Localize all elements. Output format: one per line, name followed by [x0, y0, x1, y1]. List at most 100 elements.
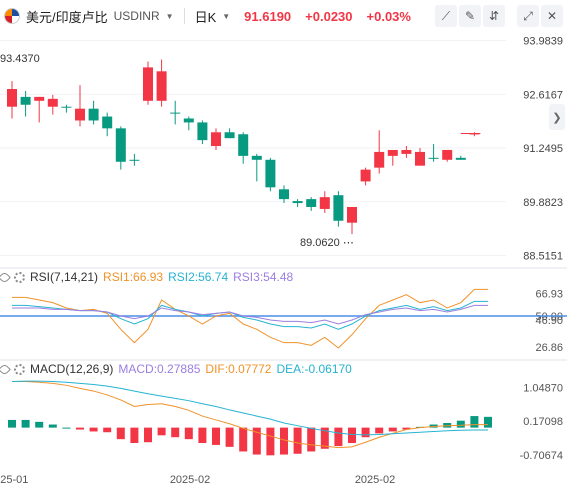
macd-histogram-bar — [171, 427, 180, 438]
macd-histogram-bar — [103, 427, 112, 433]
candle-body — [251, 155, 262, 160]
price-axis-label: 88.5151 — [523, 251, 563, 263]
macd-histogram-bar — [470, 416, 479, 428]
price-axis-label: 93.9839 — [523, 35, 563, 47]
candle-body — [197, 122, 208, 141]
collapse-arrow-icon[interactable]: ❯ — [549, 104, 565, 130]
macd-histogram-bar — [307, 427, 316, 452]
macd-histogram-bar — [198, 427, 207, 443]
macd-axis-label: -0.70674 — [520, 450, 563, 462]
time-axis-label: 2025-01 — [0, 474, 28, 486]
macd-histogram-bar — [252, 427, 261, 455]
rsi-axis-label: 66.93 — [535, 288, 563, 300]
macd-line-dea — [11, 380, 488, 436]
dif-value: DIF:0.07772 — [205, 362, 272, 376]
candle-body — [61, 106, 72, 108]
macd-histogram-bar — [361, 427, 370, 438]
macd-histogram-bar — [484, 416, 492, 428]
eye-icon[interactable] — [0, 362, 11, 376]
macd-histogram-bar — [76, 427, 84, 430]
currency-flag-icon — [4, 8, 20, 24]
macd-histogram-bar — [320, 427, 329, 449]
macd-histogram-bar — [402, 427, 411, 430]
candle-body — [401, 149, 412, 154]
chevron-down-icon[interactable]: ▼ — [165, 11, 174, 21]
macd-histogram-bar — [266, 427, 275, 456]
price-axis-label: 89.8823 — [523, 197, 563, 209]
chart-canvas[interactable]: 93.9839 92.6167 91.2495 89.8823 88.5151 93.43… — [0, 32, 567, 491]
macd-histogram-bar — [130, 427, 139, 443]
period-selector[interactable]: 日K — [194, 9, 217, 25]
macd-axis-label: 0.17098 — [523, 416, 563, 428]
candle-body — [319, 197, 330, 209]
last-price: 91.6190 — [244, 8, 292, 24]
price-axis-label: 92.6167 — [523, 89, 563, 101]
price-axis-label: 91.2495 — [523, 143, 563, 155]
price-change-percent: +0.03% — [366, 8, 411, 24]
macd-histogram-bar — [89, 427, 98, 432]
rsi2-value: RSI2:56.74 — [168, 270, 229, 284]
candle-body — [360, 169, 371, 182]
close-icon[interactable]: ✕ — [541, 5, 563, 27]
macd-histogram-bar — [144, 427, 152, 443]
fullscreen-icon[interactable]: ⤢ — [517, 5, 539, 27]
chevron-down-icon[interactable]: ▼ — [222, 11, 231, 21]
candle-body — [20, 96, 31, 105]
rsi-line-rsi3 — [12, 304, 488, 325]
symbol-selector[interactable]: USDINR — [113, 9, 160, 23]
time-axis-label: 2025-02 — [170, 474, 210, 486]
macd-value: MACD:0.27885 — [118, 362, 201, 376]
candle-body — [306, 199, 317, 207]
chart-toolbar: 美元/印度卢比 USDINR ▼ 日K ▼ 91.6190 +0.0230 +0… — [0, 0, 567, 32]
macd-histogram-bar — [212, 427, 220, 445]
candle-body — [387, 149, 398, 156]
edit-icon[interactable]: ✎ — [459, 5, 481, 27]
candle-body — [115, 128, 126, 162]
candle-body — [442, 149, 453, 160]
macd-histogram-bar — [184, 427, 193, 440]
macd-histogram-bar — [280, 427, 288, 455]
high-annotation: 93.4370 — [0, 53, 40, 65]
macd-label: MACD(12,26,9) — [30, 362, 114, 376]
candle-body — [102, 116, 113, 129]
gear-icon[interactable] — [14, 363, 25, 375]
candle-body — [143, 67, 153, 101]
line-style-icon[interactable]: ⟋ — [435, 5, 457, 27]
rsi-axis-label: 50.00 — [535, 311, 563, 323]
candle-body — [211, 132, 221, 147]
gear-icon[interactable] — [14, 271, 25, 283]
macd-line-dif — [12, 380, 488, 449]
candle-body — [455, 157, 466, 160]
candle-body — [47, 98, 58, 107]
macd-histogram-bar — [62, 427, 71, 429]
macd-histogram-bar — [157, 427, 166, 436]
macd-axis-label: 1.04870 — [523, 382, 563, 394]
macd-histogram-bar — [239, 427, 248, 452]
macd-histogram-bar — [116, 427, 125, 440]
rsi3-value: RSI3:54.48 — [233, 270, 294, 284]
macd-header: MACD(12,26,9) MACD:0.27885 DIF:0.07772 D… — [0, 362, 352, 376]
candle-body — [238, 134, 249, 156]
candle-body — [428, 157, 439, 159]
pair-name: 美元/印度卢比 — [26, 9, 108, 25]
candle-body — [265, 159, 276, 188]
rsi-line-rsi1 — [12, 288, 488, 349]
price-change: +0.0230 — [305, 8, 353, 24]
low-annotation: 89.0620 ⋯ — [300, 237, 354, 249]
candle-body — [183, 118, 194, 123]
candle-body — [129, 159, 140, 161]
macd-histogram-bar — [293, 427, 302, 454]
candle-body — [34, 96, 45, 101]
candle-body — [7, 89, 17, 107]
macd-histogram-bar — [334, 427, 343, 447]
macd-histogram-bar — [35, 421, 44, 428]
rsi-header: RSI(7,14,21) RSI1:66.93 RSI2:56.74 RSI3:… — [0, 270, 293, 284]
candle-body — [333, 195, 344, 221]
macd-histogram-bar — [225, 427, 234, 447]
eye-icon[interactable] — [0, 270, 11, 284]
candle-body — [170, 112, 181, 114]
macd-histogram-bar — [388, 427, 397, 432]
candle-body — [415, 151, 425, 166]
rsi-axis-label: 26.86 — [535, 342, 563, 354]
indicator-icon[interactable]: ⇵ — [483, 5, 505, 27]
